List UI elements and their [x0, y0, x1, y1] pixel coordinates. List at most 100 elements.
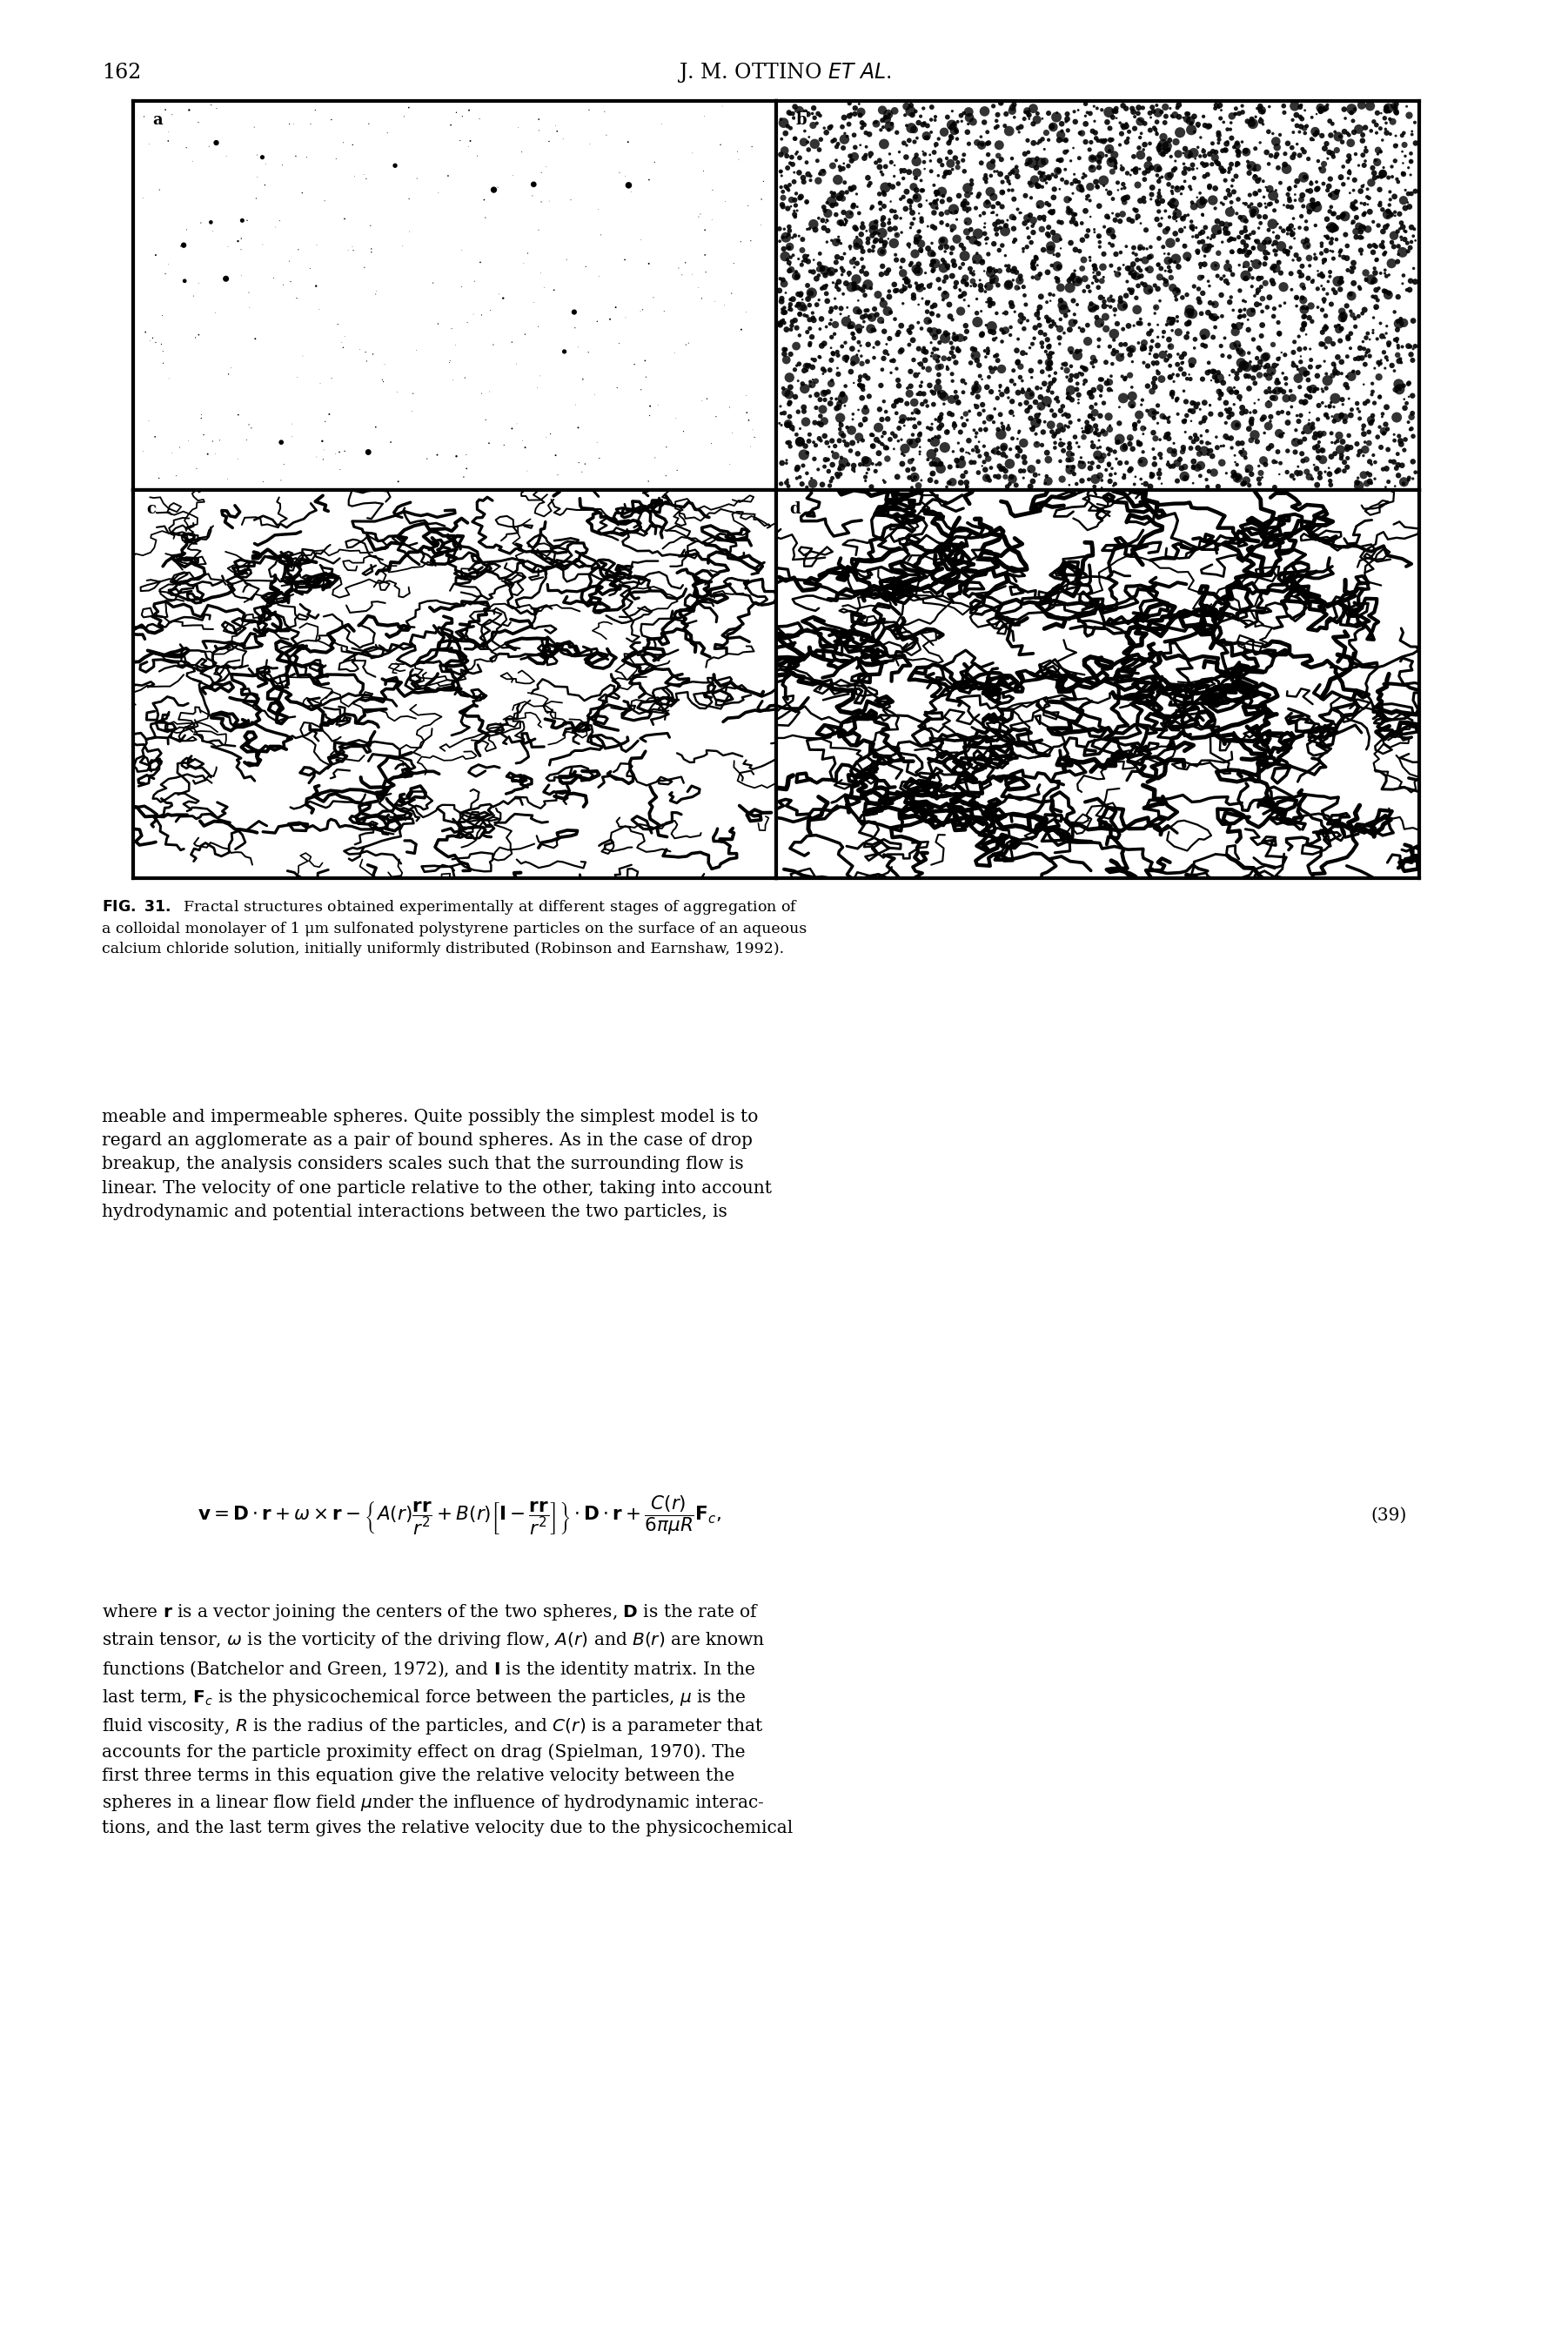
Point [1152, 89, 1178, 127]
Point [787, 345, 812, 383]
Point [1389, 221, 1414, 258]
Point [1190, 183, 1215, 221]
Point [1005, 373, 1030, 411]
Point [911, 89, 936, 127]
Point [1058, 141, 1083, 179]
Point [1305, 428, 1330, 465]
Point [1272, 233, 1297, 270]
Point [1312, 308, 1338, 345]
Point [1149, 359, 1174, 397]
Point [1071, 155, 1096, 193]
Point [1225, 355, 1250, 392]
Point [1146, 174, 1171, 211]
Point [914, 284, 939, 322]
Point [140, 319, 165, 357]
Point [1014, 200, 1040, 237]
Point [1138, 272, 1163, 310]
Point [1013, 176, 1038, 214]
Point [1046, 153, 1071, 190]
Point [665, 451, 690, 489]
Point [1397, 228, 1422, 265]
Point [988, 416, 1013, 453]
Point [1025, 94, 1051, 132]
Point [776, 376, 801, 413]
Point [828, 411, 853, 449]
Point [1044, 308, 1069, 345]
Point [1403, 221, 1428, 258]
Point [883, 146, 908, 183]
Point [881, 341, 906, 378]
Point [1239, 294, 1264, 331]
Point [1077, 449, 1102, 486]
Point [920, 289, 946, 327]
Point [533, 418, 558, 456]
Point [919, 338, 944, 376]
Point [1261, 247, 1286, 284]
Point [1112, 430, 1137, 467]
Point [1272, 94, 1297, 132]
Point [1195, 218, 1220, 256]
Point [801, 254, 826, 291]
Point [870, 214, 895, 251]
Point [1024, 101, 1049, 139]
Point [1290, 223, 1316, 261]
Point [1082, 395, 1107, 432]
Point [848, 406, 873, 444]
Point [974, 226, 999, 263]
Point [974, 411, 999, 449]
Point [378, 423, 403, 460]
Point [1316, 171, 1341, 209]
Point [1400, 442, 1425, 479]
Point [944, 263, 969, 301]
Point [1138, 99, 1163, 136]
Point [1290, 129, 1316, 167]
Point [1057, 291, 1082, 329]
Point [925, 369, 950, 406]
Point [1065, 207, 1090, 244]
Point [839, 141, 864, 179]
Point [790, 242, 815, 280]
Point [922, 183, 947, 221]
Point [808, 96, 833, 134]
Point [1286, 240, 1311, 277]
Point [1065, 263, 1090, 301]
Point [163, 458, 188, 496]
Point [1110, 378, 1135, 416]
Point [1221, 129, 1247, 167]
Point [1344, 214, 1369, 251]
Point [1273, 364, 1298, 402]
Point [243, 319, 268, 357]
Point [778, 428, 803, 465]
Point [646, 388, 671, 425]
Point [1356, 331, 1381, 369]
Point [952, 406, 977, 444]
Point [1374, 388, 1399, 425]
Point [1273, 359, 1298, 397]
Point [906, 268, 931, 305]
Point [779, 218, 804, 256]
Point [1170, 338, 1195, 376]
Point [1352, 416, 1377, 453]
Point [1018, 453, 1043, 491]
Point [1258, 186, 1283, 223]
Point [952, 153, 977, 190]
Point [786, 284, 811, 322]
Point [136, 402, 162, 439]
Point [1068, 115, 1093, 153]
Point [1381, 87, 1406, 124]
Point [1030, 230, 1055, 268]
Point [1132, 324, 1157, 362]
Point [862, 291, 887, 329]
Point [919, 296, 944, 334]
Point [1110, 164, 1135, 202]
Point [1057, 193, 1082, 230]
Point [1029, 157, 1054, 195]
Point [1381, 444, 1406, 482]
Point [1292, 289, 1317, 327]
Point [1399, 174, 1424, 211]
Point [1065, 371, 1090, 409]
Point [1036, 303, 1062, 341]
Point [839, 305, 864, 343]
Point [895, 369, 920, 406]
Point [499, 324, 524, 362]
